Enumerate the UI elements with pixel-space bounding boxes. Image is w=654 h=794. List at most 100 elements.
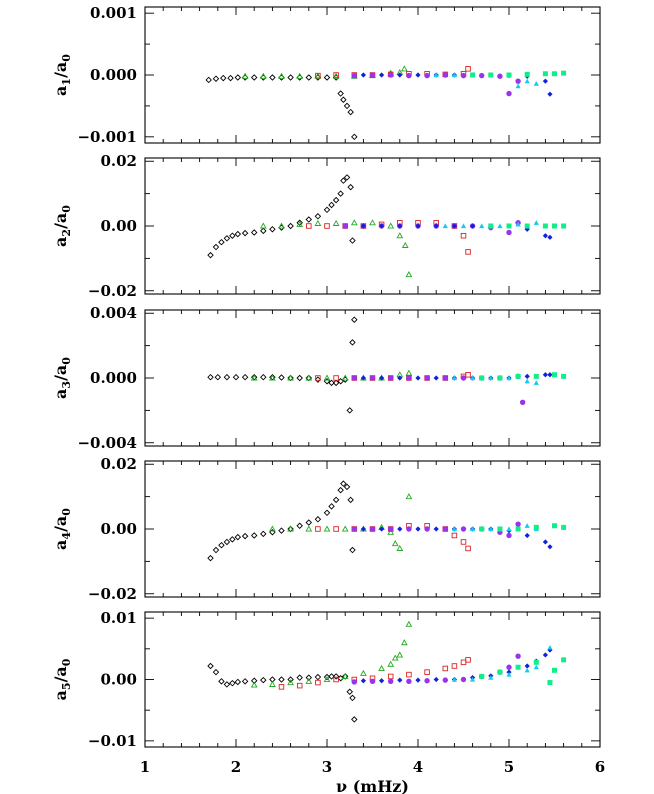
data-point [488,72,494,78]
data-point [552,71,557,77]
data-point [479,223,485,229]
data-point [360,678,366,684]
y-tick-label: 0.004 [90,304,137,322]
y-tick-label: 0.000 [90,369,137,387]
panel-2: 0.02 0.00 −0.02 a2/a0 [51,152,601,300]
data-point [340,177,347,184]
data-point [451,663,458,669]
data-point [287,374,294,382]
data-point [229,536,236,543]
data-point [397,72,403,78]
data-point [250,532,258,539]
data-point [360,526,366,532]
data-point [542,372,548,378]
data-point [497,375,503,381]
series-1 [207,662,358,723]
series-6 [451,375,539,385]
data-point [223,538,231,546]
series-1 [207,174,356,259]
data-point [561,657,567,663]
data-point [227,74,234,82]
data-point [552,372,557,378]
data-point [465,66,471,72]
data-point [391,654,399,661]
series-points [207,316,567,414]
y-tick-label: 0.001 [90,4,137,22]
data-point [497,223,503,229]
data-point [488,675,494,680]
data-point [379,526,385,532]
data-point [323,509,331,517]
data-point [305,674,313,681]
data-point [433,526,439,532]
data-point [424,375,430,381]
data-point [305,519,313,526]
data-point [515,526,521,532]
data-point [460,676,467,683]
data-point [323,74,331,81]
data-point [218,238,225,246]
data-point [350,219,358,226]
data-point [351,375,357,381]
data-point [479,72,485,79]
data-point [315,526,321,532]
data-point [369,526,376,532]
data-point [260,530,267,538]
data-point [269,226,276,233]
data-point [332,673,340,680]
data-point [250,229,258,236]
data-point [451,223,457,229]
data-point [332,219,340,226]
data-point [405,620,413,627]
series-points [207,174,567,278]
data-point [351,316,358,323]
data-point [260,373,267,381]
data-point [547,234,553,240]
y-tick-label: 0.01 [100,609,137,627]
panel-3: 0.004 0.000 −0.004 a3/a0 [51,304,601,452]
data-point [205,76,212,84]
data-point [561,223,567,229]
data-point [400,65,408,72]
data-point [351,72,357,79]
data-point [341,374,349,381]
data-point [328,379,335,387]
data-point [460,526,467,532]
y-axis-label: a2/a0 [51,205,73,247]
data-point [229,232,236,239]
data-point [460,223,467,229]
data-point [460,659,467,666]
data-point [524,373,530,379]
data-point [369,375,376,381]
data-point [241,532,249,540]
data-point [259,222,267,229]
data-point [451,72,457,78]
data-point [415,72,421,78]
data-point [315,72,321,79]
x-tick-label: 5 [504,758,514,776]
data-point [415,223,421,229]
data-point [351,679,357,685]
data-point [547,91,553,97]
data-point [561,70,567,76]
data-point [552,223,557,229]
data-point [506,526,512,532]
data-point [488,375,494,381]
data-point [323,675,331,683]
data-point [424,678,430,684]
series-1 [207,316,358,414]
data-point [524,78,530,84]
series-points [207,620,567,723]
data-point [406,526,412,532]
data-point [533,81,539,86]
data-point [406,375,412,381]
data-point [278,676,285,683]
series-6 [451,644,553,682]
data-point [547,644,553,650]
data-point [343,102,351,110]
data-point [212,75,220,82]
data-point [351,526,357,532]
data-point [533,659,539,665]
data-point [287,222,294,230]
data-point [315,375,321,381]
